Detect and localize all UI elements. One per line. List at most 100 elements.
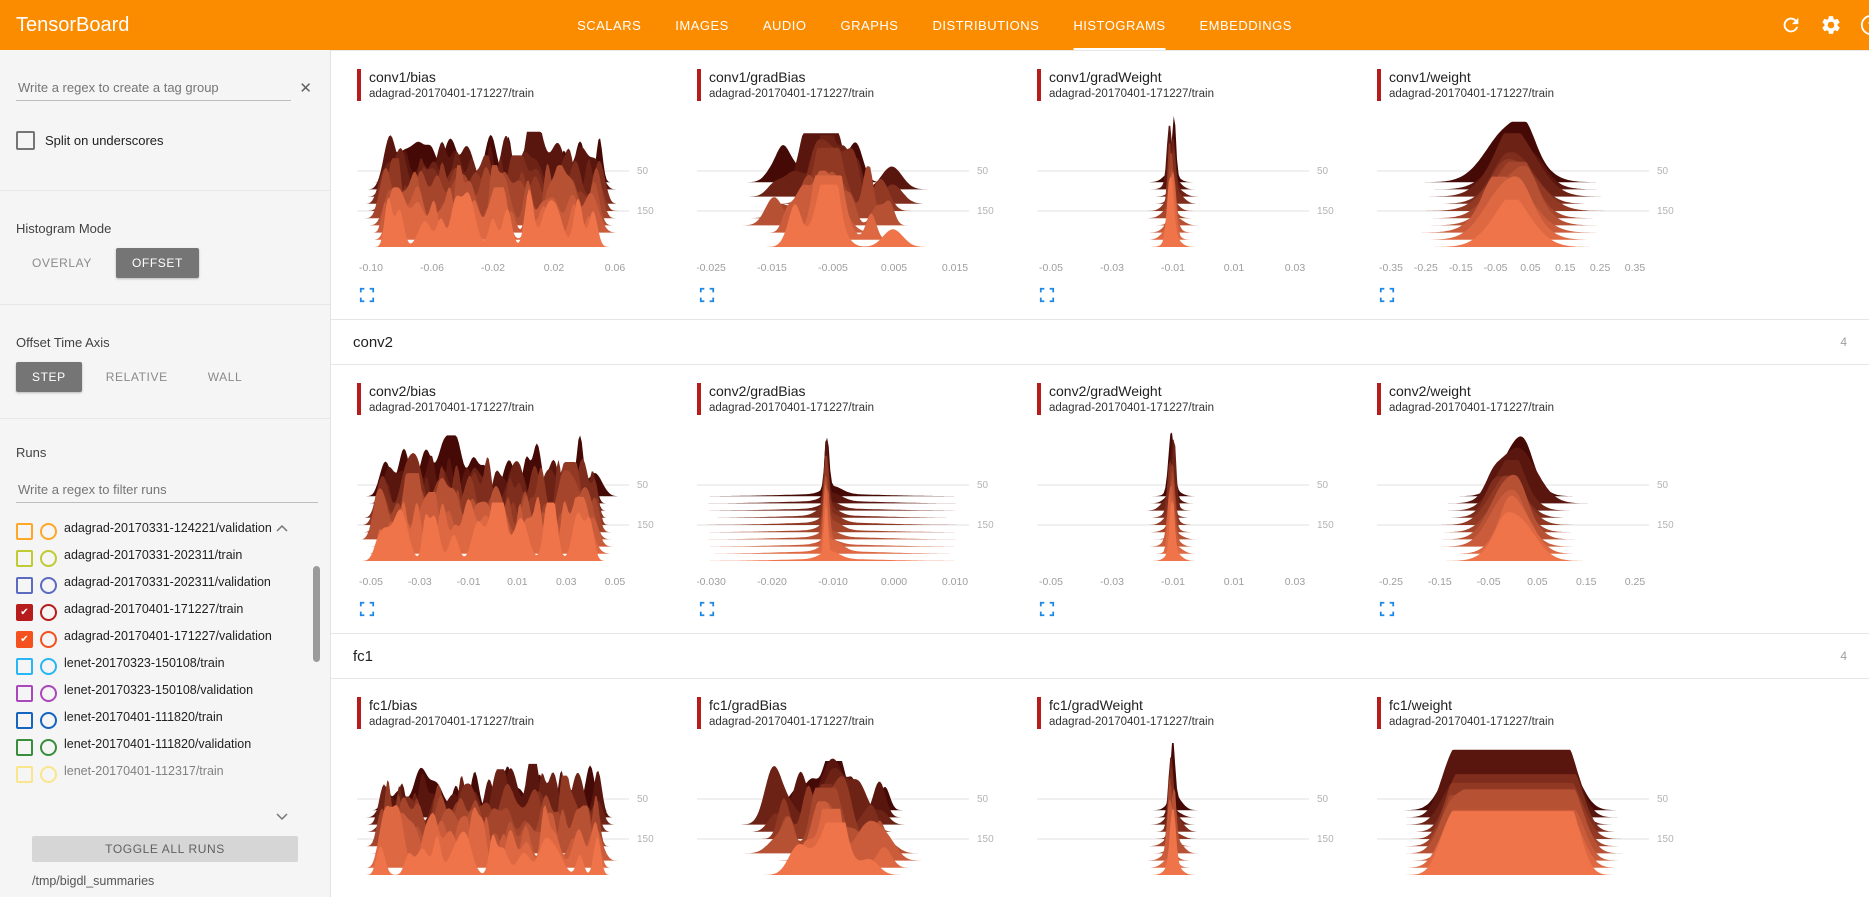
svg-text:0.15: 0.15 [1555,262,1576,274]
section-count: 4 [1840,335,1847,349]
svg-text:150: 150 [637,206,654,217]
tag-filter-input[interactable] [16,74,292,101]
clear-icon[interactable]: ✕ [299,79,312,97]
run-row[interactable]: ✔ adagrad-20170401-171227/validation [16,625,314,652]
histogram-chart[interactable]: 50 150 -0.05 -0.03 -0.01 0.01 0.03 0.05 [357,419,677,595]
svg-text:-0.35: -0.35 [1379,262,1403,274]
run-label: lenet-20170401-112317/train [64,764,224,778]
run-row[interactable]: lenet-20170401-111820/validation [16,733,314,760]
option-wall[interactable]: WALL [192,362,259,392]
run-row[interactable]: lenet-20170323-150108/train [16,652,314,679]
scroll-down-icon[interactable] [276,808,288,821]
histogram-chart[interactable]: 50 150 -0.025 -0.015 -0.005 0.005 0.015 [697,105,1017,281]
run-checkbox[interactable] [16,577,33,594]
split-underscores-label: Split on underscores [45,133,164,148]
expand-icon[interactable] [359,287,377,305]
histogram-chart[interactable]: 50 150 [697,733,1017,897]
split-underscores-checkbox[interactable]: Split on underscores [16,131,314,150]
tab-embeddings[interactable]: EMBEDDINGS [1199,17,1292,33]
run-row[interactable]: lenet-20170323-150108/validation [16,679,314,706]
section-title[interactable]: conv2 [353,333,394,351]
tag-filter-group: ✕ Split on underscores [0,50,330,191]
run-checkbox[interactable] [16,685,33,702]
expand-icon[interactable] [1379,601,1397,619]
run-row[interactable]: adagrad-20170331-202311/validation [16,571,314,598]
run-color-circle[interactable] [40,604,57,621]
sidebar-scrollbar-thumb[interactable] [313,566,320,662]
svg-text:-0.05: -0.05 [1039,262,1063,274]
toggle-all-runs-button[interactable]: TOGGLE ALL RUNS [32,836,298,862]
svg-text:-0.06: -0.06 [420,262,444,274]
run-checkbox[interactable] [16,766,33,783]
run-checkbox[interactable]: ✔ [16,631,33,648]
svg-text:0.01: 0.01 [1224,576,1245,588]
settings-icon[interactable] [1819,13,1843,37]
run-row[interactable]: ✔ adagrad-20170401-171227/train [16,598,314,625]
expand-icon[interactable] [359,601,377,619]
run-checkbox[interactable] [16,550,33,567]
run-label: lenet-20170401-111820/train [64,710,223,724]
run-color-circle[interactable] [40,712,57,729]
card-header: conv1/gradWeight adagrad-20170401-171227/… [1037,69,1357,101]
histogram-chart[interactable]: 50 150 -0.05 -0.03 -0.01 0.01 0.03 [1037,419,1357,595]
svg-text:?: ? [1868,19,1869,33]
expand-icon[interactable] [699,287,717,305]
option-relative[interactable]: RELATIVE [90,362,184,392]
run-color-circle[interactable] [40,658,57,675]
run-color-circle[interactable] [40,631,57,648]
option-overlay[interactable]: OVERLAY [16,248,108,278]
histogram-chart[interactable]: 50 150 -0.25 -0.15 -0.05 0.05 0.15 0.25 [1377,419,1697,595]
run-color-circle[interactable] [40,523,57,540]
refresh-icon[interactable] [1779,13,1803,37]
svg-text:50: 50 [977,166,989,177]
histogram-chart[interactable]: 50 150 [1037,733,1357,897]
run-checkbox[interactable] [16,712,33,729]
run-checkbox[interactable] [16,739,33,756]
expand-icon[interactable] [1039,287,1057,305]
run-color-circle[interactable] [40,685,57,702]
svg-text:0.015: 0.015 [942,262,968,274]
tab-histograms[interactable]: HISTOGRAMS [1073,0,1166,50]
section-header: fc1 4 [331,633,1869,679]
histogram-tag: conv2/bias [369,383,436,399]
tab-graphs[interactable]: GRAPHS [840,17,899,33]
option-offset[interactable]: OFFSET [116,248,199,278]
expand-icon[interactable] [1379,287,1397,305]
run-row[interactable]: adagrad-20170331-124221/validation [16,517,314,544]
expand-icon[interactable] [699,601,717,619]
histogram-chart[interactable]: 50 150 -0.10 -0.06 -0.02 0.02 0.06 [357,105,677,281]
histogram-chart[interactable]: 50 150 [357,733,677,897]
help-icon[interactable]: ? [1859,13,1869,37]
tab-audio[interactable]: AUDIO [762,17,807,33]
option-step[interactable]: STEP [16,362,82,392]
histogram-card-conv1-gradBias: conv1/gradBias adagrad-20170401-171227/tr… [697,69,1017,305]
run-color-circle[interactable] [40,550,57,567]
histogram-chart[interactable]: 50 150 -0.35 -0.25 -0.15 -0.05 0.05 0.15 0.25 0.3… [1377,105,1697,281]
svg-text:-0.03: -0.03 [1100,262,1124,274]
scroll-up-icon[interactable] [276,519,288,532]
histogram-chart[interactable]: 50 150 -0.05 -0.03 -0.01 0.01 0.03 [1037,105,1357,281]
svg-text:50: 50 [637,166,649,177]
tab-scalars[interactable]: SCALARS [577,17,642,33]
card-header: fc1/gradBias adagrad-20170401-171227/trai… [697,697,1017,729]
histogram-chart[interactable]: 50 150 -0.030 -0.020 -0.010 0.000 0.010 [697,419,1017,595]
run-checkbox[interactable] [16,658,33,675]
run-checkbox[interactable] [16,523,33,540]
run-label: adagrad-20170401-171227/train [64,602,244,616]
run-row[interactable]: lenet-20170401-111820/train [16,706,314,733]
histogram-chart[interactable]: 50 150 [1377,733,1697,897]
run-checkbox[interactable]: ✔ [16,604,33,621]
runs-label: Runs [16,445,47,460]
run-row[interactable]: lenet-20170401-112317/train [16,760,314,787]
histogram-card-conv1-bias: conv1/bias adagrad-20170401-171227/train 5… [357,69,677,305]
run-color-circle[interactable] [40,577,57,594]
section-title[interactable]: fc1 [353,647,374,665]
run-color-circle[interactable] [40,739,57,756]
run-color-circle[interactable] [40,766,57,783]
run-row[interactable]: adagrad-20170331-202311/train [16,544,314,571]
expand-icon[interactable] [1039,601,1057,619]
tab-distributions[interactable]: DISTRIBUTIONS [932,17,1040,33]
run-filter-input[interactable] [16,476,318,503]
tab-images[interactable]: IMAGES [675,17,729,33]
histogram-run: adagrad-20170401-171227/train [709,88,874,100]
